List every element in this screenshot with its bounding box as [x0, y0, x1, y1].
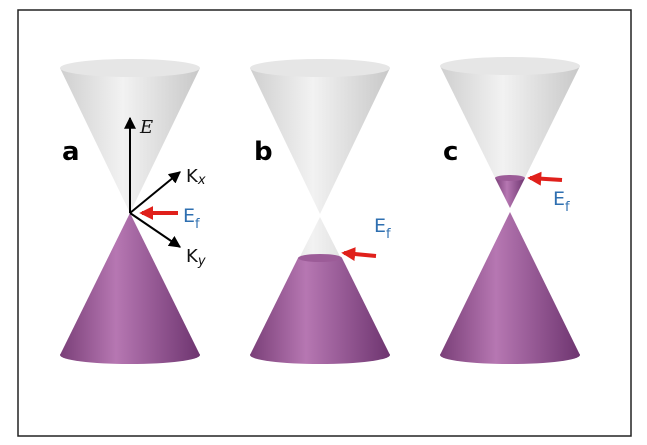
ky-axis [129, 212, 181, 248]
kx-sub: x [197, 173, 206, 188]
filled-region [250, 258, 390, 355]
fermi-surface [495, 175, 525, 181]
ef-base: E [183, 205, 195, 227]
cone-bottom [440, 346, 580, 364]
panel-b: b Ef [250, 59, 391, 364]
panel-a: a E Kx Ky Ef [60, 59, 206, 364]
ef-base: E [553, 188, 565, 210]
cone-top [250, 59, 390, 77]
kx-base: K [186, 166, 199, 187]
upper-cone [250, 68, 390, 214]
panel-label: c [443, 137, 458, 167]
cone-bottom [60, 346, 200, 364]
ef-sub: f [565, 200, 570, 215]
cone-top [440, 57, 580, 75]
fermi-surface [298, 254, 342, 262]
lower-cone [60, 213, 200, 355]
fermi-arrow [341, 247, 377, 262]
kx-label: Kx [186, 166, 206, 188]
ky-sub: y [197, 254, 206, 269]
ef-base: E [374, 215, 386, 237]
panel-label: a [62, 137, 80, 167]
kx-axis [129, 171, 181, 214]
ky-base: K [186, 246, 199, 267]
filled-region [495, 178, 525, 208]
panel-label: b [254, 137, 273, 167]
fermi-label: Ef [183, 205, 200, 232]
fermi-label: Ef [374, 215, 391, 242]
upper-cone [440, 66, 580, 208]
fermi-arrow [527, 171, 563, 186]
panel-c: c Ef [440, 57, 580, 364]
energy-label: E [139, 117, 153, 138]
cone-top [60, 59, 200, 77]
lower-cone [440, 212, 580, 355]
fermi-label: Ef [553, 188, 570, 215]
ef-sub: f [195, 217, 200, 232]
ef-sub: f [386, 227, 391, 242]
cone-bottom [250, 346, 390, 364]
ky-label: Ky [186, 246, 206, 269]
